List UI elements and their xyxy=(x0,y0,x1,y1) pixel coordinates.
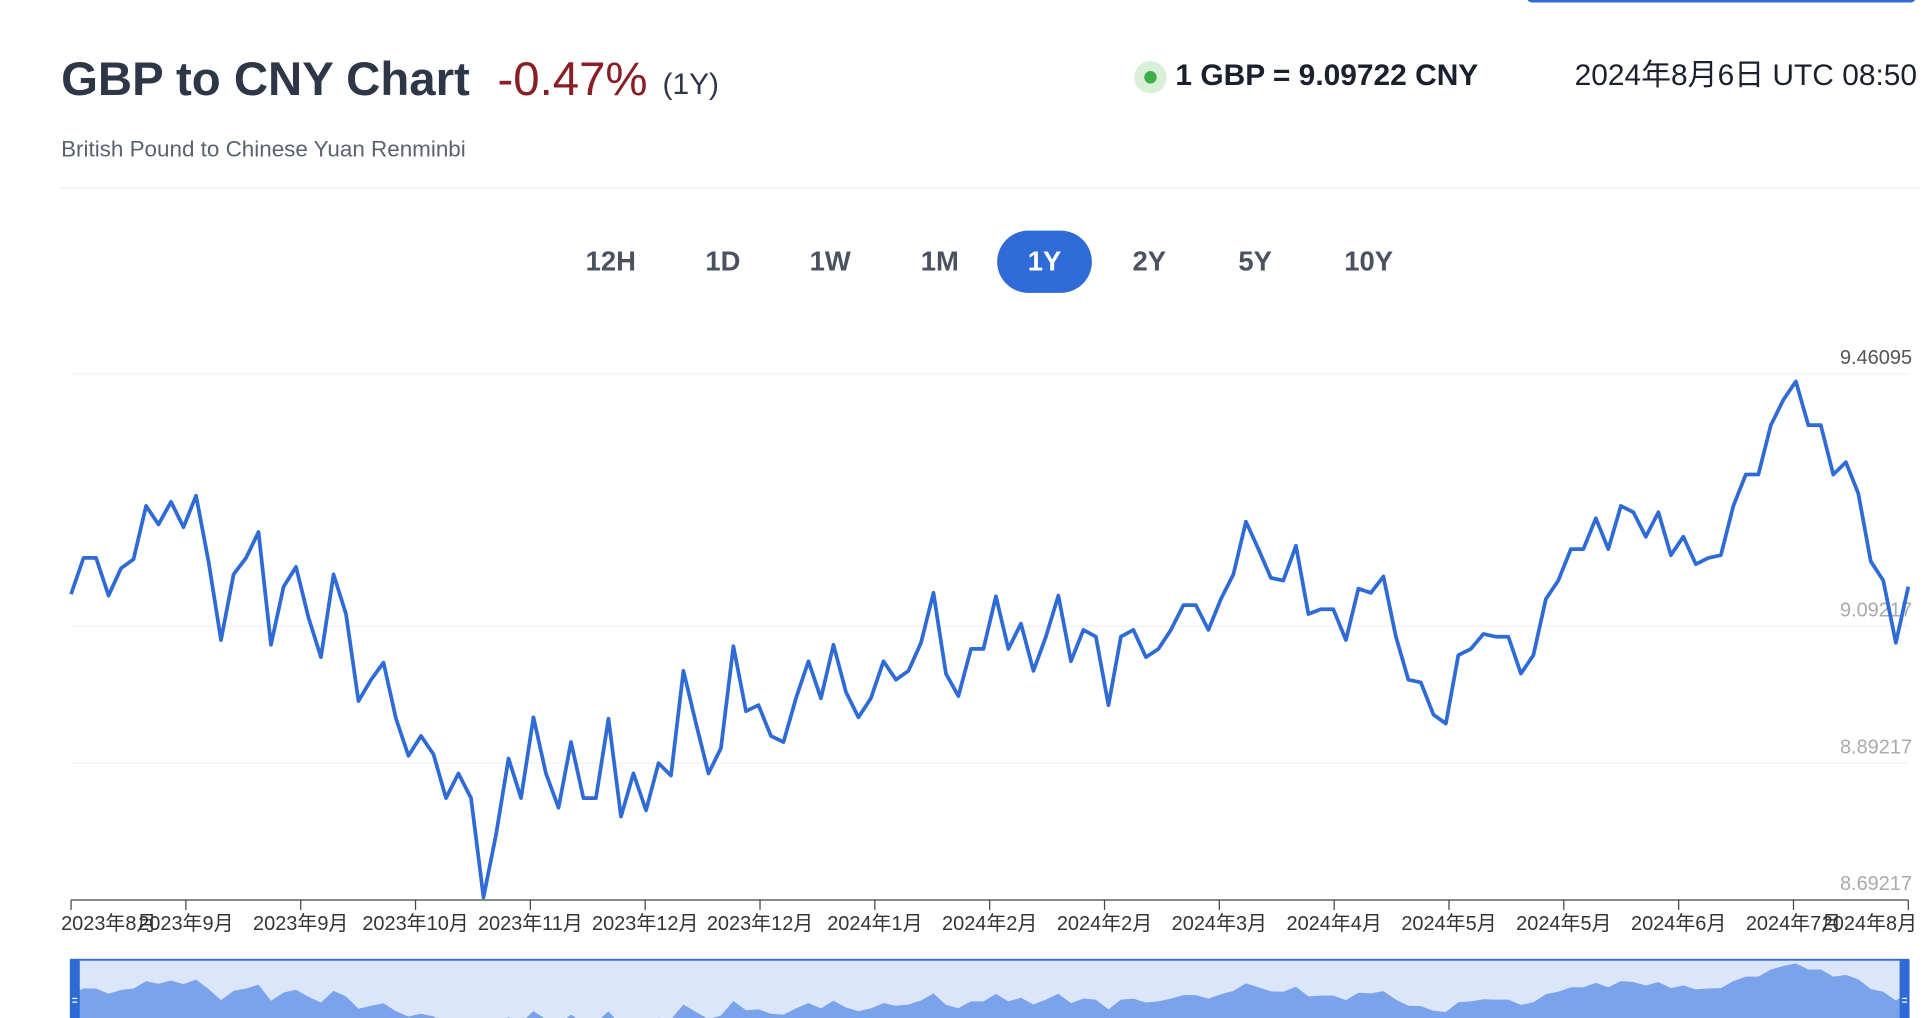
x-tick-label: 2024年2月 xyxy=(942,912,1037,935)
tab[interactable]: 1M xyxy=(921,245,959,276)
tab-highlight[interactable] xyxy=(997,230,1092,293)
period: (1Y) xyxy=(662,68,719,101)
y-tick-label: 9.09217 xyxy=(1840,600,1912,622)
title: GBP to CNY Chart xyxy=(61,53,470,106)
x-tick-label: 2024年4月 xyxy=(1287,912,1382,935)
tab[interactable]: 1D xyxy=(705,245,740,276)
navigator-handle[interactable] xyxy=(69,959,80,1018)
x-tick-label: 2024年6月 xyxy=(1631,912,1726,935)
x-tick-label: 2024年3月 xyxy=(1172,912,1267,935)
tab[interactable]: 12H xyxy=(586,245,636,276)
tab-label[interactable]: 1D xyxy=(705,245,740,276)
x-tick-label: 2024年1月 xyxy=(827,912,922,935)
x-tick-label: 2024年5月 xyxy=(1401,912,1496,935)
x-tick-label: 2024年2月 xyxy=(1057,912,1152,935)
tab-label[interactable]: 2Y xyxy=(1132,245,1166,276)
y-tick-label: 9.46095 xyxy=(1840,347,1912,369)
y-tick-label: 8.89217 xyxy=(1840,736,1912,758)
tab[interactable]: 5Y xyxy=(1238,245,1272,276)
tab-label[interactable]: 12H xyxy=(586,245,636,276)
x-tick-label: 2023年11月 xyxy=(478,912,583,935)
subtitle: British Pound to Chinese Yuan Renminbi xyxy=(61,137,466,162)
live-dot xyxy=(1144,71,1157,84)
change: -0.47% xyxy=(497,53,647,106)
navigator xyxy=(69,958,1910,1018)
x-tick-label: 2023年9月 xyxy=(138,912,233,935)
tab-label[interactable]: 5Y xyxy=(1238,245,1272,276)
navigator-handle[interactable] xyxy=(1899,959,1910,1018)
rate: 1 GBP = 9.09722 CNY xyxy=(1175,59,1478,92)
tab-bar: 12H 1D 1W 1M 1Y 2Y 5Y 10Y xyxy=(586,230,1393,293)
x-tick-label: 2023年10月 xyxy=(362,912,468,935)
tab[interactable]: 10Y xyxy=(1344,245,1393,276)
top-button[interactable] xyxy=(1527,0,1916,3)
x-tick-label: 2024年7月 xyxy=(1746,912,1841,935)
chart: 8.692178.892179.092179.460952023年8月2023年… xyxy=(61,347,1917,935)
navigator-area xyxy=(71,963,1909,1018)
x-tick-label: 2024年5月 xyxy=(1516,912,1611,935)
tab[interactable]: 1Y xyxy=(997,230,1092,293)
tab[interactable]: 1W xyxy=(810,245,851,276)
y-tick-label: 8.69217 xyxy=(1840,873,1912,895)
price-line xyxy=(69,379,1911,900)
x-tick-label: 2023年12月 xyxy=(592,912,698,935)
tab-label[interactable]: 1Y xyxy=(1028,245,1062,276)
timestamp: 2024年8月6日 UTC 08:50 xyxy=(1575,59,1917,92)
tab[interactable]: 2Y xyxy=(1132,245,1166,276)
tab-label[interactable]: 10Y xyxy=(1344,245,1393,276)
tab-label[interactable]: 1W xyxy=(810,245,851,276)
x-tick-label: 2023年12月 xyxy=(707,912,813,935)
tab-label[interactable]: 1M xyxy=(921,245,959,276)
x-tick-label: 2024年8月 xyxy=(1822,912,1917,935)
x-tick-label: 2023年8月 xyxy=(61,912,156,935)
x-tick-label: 2023年9月 xyxy=(253,912,348,935)
